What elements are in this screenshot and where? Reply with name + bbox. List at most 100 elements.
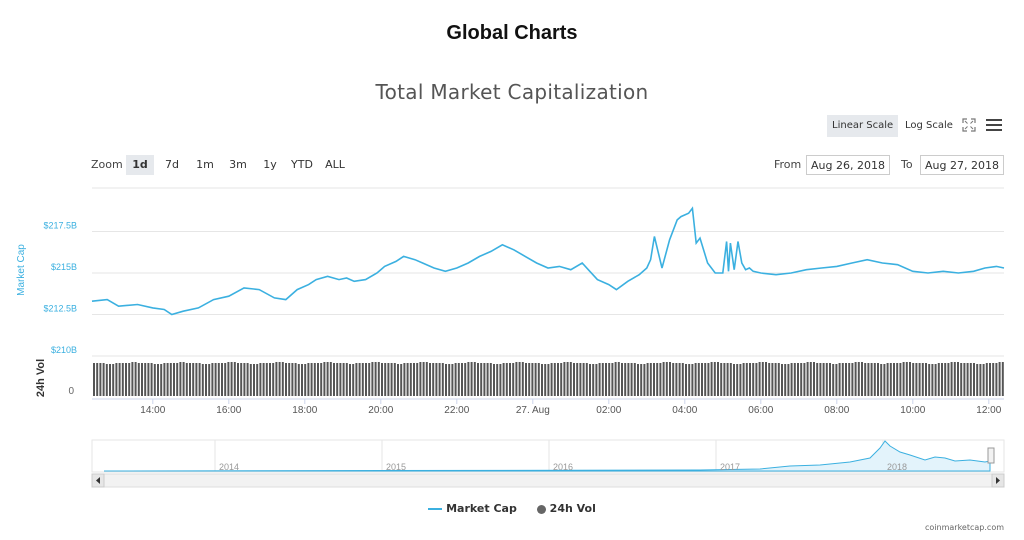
volume-bar bbox=[285, 363, 287, 396]
volume-bar bbox=[547, 364, 550, 396]
volume-bar bbox=[454, 363, 457, 396]
x-tick-label: 14:00 bbox=[140, 405, 165, 416]
volume-bar bbox=[665, 362, 668, 396]
volume-bar bbox=[217, 363, 220, 396]
volume-bar bbox=[400, 364, 403, 396]
volume-bar bbox=[909, 362, 911, 396]
volume-bar bbox=[105, 364, 108, 396]
volume-bar bbox=[742, 363, 745, 396]
volume-bar bbox=[102, 363, 105, 396]
volume-bar bbox=[758, 362, 761, 396]
volume-bar bbox=[464, 363, 467, 396]
legend-item-24h-vol[interactable]: 24h Vol bbox=[536, 502, 596, 515]
volume-bar bbox=[953, 362, 956, 396]
from-date-input[interactable]: Aug 26, 2018 bbox=[806, 155, 890, 175]
volume-bar bbox=[457, 363, 460, 396]
zoom-ytd-button[interactable]: YTD bbox=[291, 158, 313, 171]
volume-bar bbox=[96, 363, 99, 396]
y-tick-label: $215B bbox=[51, 262, 77, 272]
volume-bar bbox=[656, 363, 659, 396]
volume-bar bbox=[685, 364, 687, 396]
volume-bar bbox=[870, 363, 873, 396]
volume-bar bbox=[323, 362, 326, 396]
navigator-scrollbar[interactable] bbox=[91, 473, 1005, 488]
volume-bar bbox=[163, 363, 166, 396]
volume-bar bbox=[595, 364, 598, 396]
zoom-1y-button[interactable]: 1y bbox=[263, 158, 277, 171]
from-label: From bbox=[774, 158, 802, 171]
volume-bars bbox=[93, 362, 1004, 396]
volume-bar bbox=[525, 363, 527, 396]
volume-bar bbox=[713, 362, 716, 396]
volume-bar bbox=[189, 363, 191, 396]
fullscreen-icon[interactable] bbox=[962, 118, 976, 132]
navigator-handle[interactable] bbox=[987, 447, 995, 464]
volume-bar bbox=[384, 363, 387, 396]
navigator[interactable]: 2014 2015 2016 2017 2018 bbox=[91, 439, 1005, 488]
volume-bar bbox=[499, 364, 502, 396]
volume-bar bbox=[230, 362, 233, 396]
volume-bar bbox=[205, 364, 207, 396]
credits[interactable]: coinmarketcap.com bbox=[925, 523, 1004, 532]
volume-bar bbox=[496, 364, 499, 396]
zoom-7d-button[interactable]: 7d bbox=[165, 158, 179, 171]
volume-bar bbox=[985, 363, 988, 396]
volume-bar bbox=[301, 364, 303, 396]
legend-dot-icon bbox=[536, 504, 546, 514]
volume-bar bbox=[486, 363, 489, 396]
volume-bar bbox=[825, 363, 828, 396]
volume-bar bbox=[345, 363, 348, 396]
volume-bar bbox=[861, 362, 863, 396]
to-date-input[interactable]: Aug 27, 2018 bbox=[920, 155, 1004, 175]
volume-bar bbox=[973, 363, 975, 396]
volume-bar bbox=[944, 363, 947, 396]
gridlines bbox=[92, 187, 1004, 357]
volume-bar bbox=[749, 363, 751, 396]
volume-bar bbox=[509, 363, 511, 396]
volume-bar bbox=[541, 364, 543, 396]
log-scale-button[interactable]: Log Scale bbox=[905, 120, 953, 131]
x-tick-label: 18:00 bbox=[292, 405, 317, 416]
volume-bar bbox=[93, 363, 95, 396]
zoom-3m-button[interactable]: 3m bbox=[229, 158, 247, 171]
volume-bar bbox=[877, 363, 879, 396]
volume-bar bbox=[864, 363, 867, 396]
x-tick-label: 22:00 bbox=[444, 405, 469, 416]
volume-bar bbox=[617, 362, 620, 396]
volume-bar bbox=[409, 363, 412, 396]
volume-bar bbox=[995, 363, 998, 396]
volume-bar bbox=[841, 363, 844, 396]
volume-bar bbox=[605, 363, 607, 396]
volume-bar bbox=[803, 363, 806, 396]
menu-icon[interactable] bbox=[986, 119, 1002, 131]
legend-item-market-cap[interactable]: Market Cap bbox=[428, 502, 517, 515]
volume-bar bbox=[633, 363, 636, 396]
zoom-1d-button[interactable]: 1d bbox=[126, 155, 154, 175]
y-tick-label: $217.5B bbox=[43, 221, 77, 231]
volume-bar bbox=[317, 363, 319, 396]
zoom-1m-button[interactable]: 1m bbox=[196, 158, 214, 171]
volume-bar bbox=[893, 363, 895, 396]
volume-bar bbox=[957, 362, 959, 396]
volume-bar bbox=[173, 363, 175, 396]
chart-title: Total Market Capitalization bbox=[375, 80, 649, 104]
volume-bar bbox=[304, 364, 307, 396]
volume-bar bbox=[381, 363, 383, 396]
zoom-all-button[interactable]: ALL bbox=[325, 158, 345, 171]
volume-bar bbox=[688, 364, 691, 396]
volume-bar bbox=[291, 363, 294, 396]
volume-bar bbox=[1001, 362, 1004, 396]
volume-bar bbox=[659, 363, 662, 396]
volume-bar bbox=[569, 362, 572, 396]
volume-bar bbox=[387, 363, 390, 396]
volume-bar bbox=[233, 362, 236, 396]
volume-bar bbox=[275, 362, 278, 396]
volume-bar bbox=[566, 362, 569, 396]
volume-bar bbox=[969, 363, 972, 396]
volume-bar bbox=[723, 363, 726, 396]
x-tick-label: 08:00 bbox=[824, 405, 849, 416]
volume-bar bbox=[717, 362, 719, 396]
volume-bar bbox=[886, 363, 889, 396]
linear-scale-button[interactable]: Linear Scale bbox=[827, 115, 899, 137]
volume-bar bbox=[768, 363, 771, 396]
